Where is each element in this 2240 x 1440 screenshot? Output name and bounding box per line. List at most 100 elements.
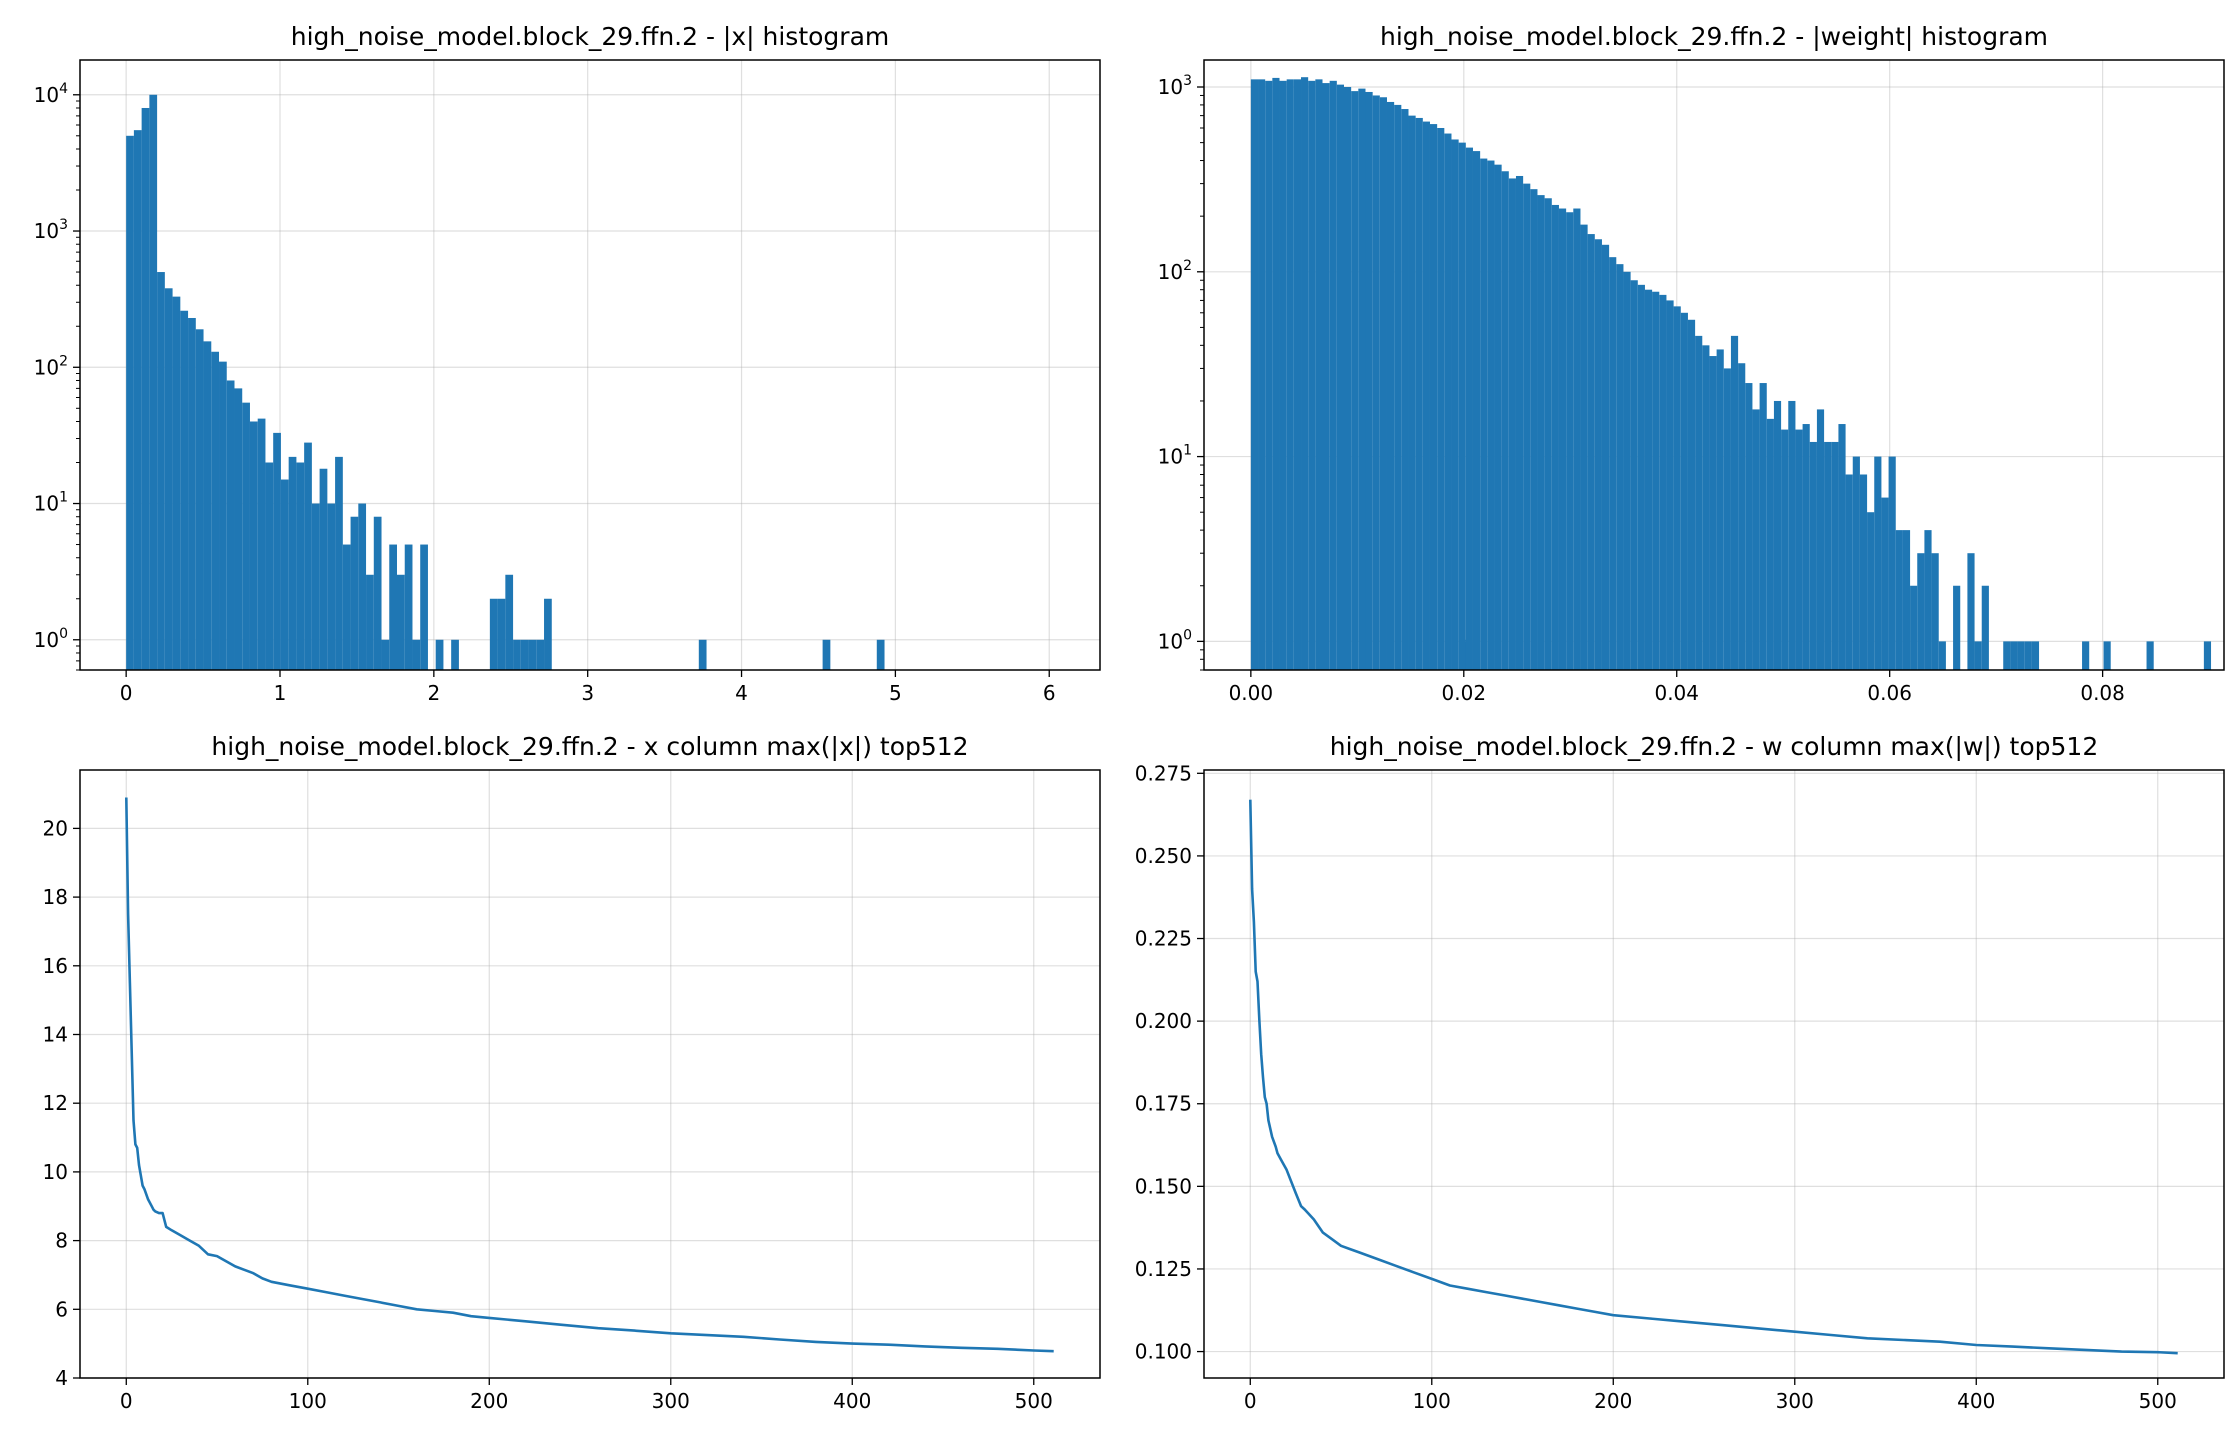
histogram-bar [149,94,158,670]
histogram-bar [273,432,281,670]
histogram-bar [1386,101,1395,671]
histogram-bar [288,456,297,670]
histogram-bar [1594,239,1602,670]
histogram-bar [1910,585,1918,670]
histogram-bar [1537,195,1545,671]
x-tick-label: 0.06 [1867,681,1912,705]
plot-frame [1203,59,2225,671]
histogram-bar [1301,77,1309,671]
plot-frame [79,59,1101,671]
y-axis-ticks: 4 6 8 10 12 14 16 18 20 [43,816,80,1390]
histogram-bar [876,639,885,670]
x-tick-label: 300 [1776,1389,1814,1413]
histogram-bar [1587,234,1595,670]
histogram-bar [698,639,707,670]
histogram-bar [513,639,521,670]
x-tick-label: 5 [889,681,902,705]
histogram-bar [1365,91,1373,670]
series-line [1249,799,2178,1355]
histogram-bar [1652,291,1660,670]
histogram-bar [1766,418,1774,670]
x-axis-ticks: 0 100 200 300 400 500 [1244,1378,2177,1413]
y-tick-label: 0.175 [1135,1092,1192,1116]
y-tick-label: 0.150 [1135,1174,1192,1198]
y-tick-label: 103 [34,217,68,243]
histogram-bar [1480,158,1488,670]
y-tick-label: 101 [1158,443,1192,469]
histogram-bar [1666,300,1674,670]
x-tick-label: 500 [2139,1389,2177,1413]
histogram-bar [1523,183,1531,671]
histogram-bar [327,503,336,670]
y-tick-label: 102 [1158,258,1192,284]
x-tick-label: 0.08 [2080,681,2125,705]
histogram-bar [219,361,227,670]
y-tick-label: 0.200 [1135,1009,1192,1033]
series-marks [1249,799,2178,1355]
histogram-bar [822,639,831,670]
histogram-bar [1924,530,1932,670]
histogram-bar [1372,95,1380,670]
y-tick-label: 4 [55,1366,68,1390]
histogram-bar [249,421,258,670]
x-abs-histogram-panel: high_noise_model.block_29.ffn.2 - |x| hi… [34,22,1473,705]
series-marks [126,94,1473,671]
histogram-bar [1322,83,1330,671]
histogram-bar [412,639,421,670]
histogram-bar [1874,456,1882,670]
histogram-bar [296,462,305,670]
histogram-bar [1465,147,1473,670]
x-tick-label: 0 [1244,1389,1257,1413]
w-column-max-line-panel: high_noise_model.block_29.ffn.2 - w colu… [1135,732,2225,1413]
histogram-bar [1272,77,1280,670]
histogram-bar [319,468,328,670]
grid [80,770,1100,1379]
series-marks [1250,77,2212,671]
histogram-bar [304,442,312,670]
histogram-bar [234,388,243,670]
histogram-bar [1974,641,1982,670]
histogram-bar [1515,175,1524,671]
histogram-bar [1867,512,1875,670]
histogram-bar [172,296,181,670]
histogram-bar [1422,121,1430,670]
histogram-bar [2031,641,2040,670]
histogram-bar [1888,456,1896,670]
histogram-bar [1401,109,1409,671]
x-tick-label: 1 [274,681,287,705]
y-tick-exponent: 2 [1183,258,1192,274]
histogram-bar [195,329,204,670]
histogram-bar [2010,641,2018,670]
x-axis-ticks: 0 100 200 300 400 500 [120,1378,1053,1413]
histogram-bar [1343,87,1352,671]
histogram-bar [1530,189,1538,670]
histogram-bar [1788,400,1796,670]
y-tick-exponent: 4 [59,81,68,97]
histogram-bar [1437,127,1445,671]
histogram-bar [1859,474,1868,670]
histogram-bar [1730,335,1739,670]
y-tick-label: 100 [34,626,68,652]
histogram-bar [180,310,189,670]
histogram-bar [1394,104,1402,670]
plot-frame [79,769,1101,1379]
y-tick-exponent: 0 [1183,627,1192,643]
series-marks [125,797,1054,1353]
histogram-bar [1472,151,1481,671]
histogram-bar [311,503,320,670]
histogram-bar [157,272,165,670]
histogram-bar [1286,79,1294,671]
histogram-bar [1981,585,1989,670]
y-tick-label: 101 [34,490,68,516]
x-tick-label: 400 [1957,1389,1995,1413]
y-tick-exponent: 1 [59,490,68,506]
histogram-bar [1408,115,1416,671]
x-axis-ticks: 0 1 2 3 4 5 6 [120,670,1056,705]
chart-title: high_noise_model.block_29.ffn.2 - |weigh… [1380,22,2048,51]
histogram-bar [381,639,390,670]
y-tick-exponent: 3 [1183,73,1192,89]
y-tick-base: 10 [34,492,59,516]
histogram-bar [1358,88,1366,671]
histogram-bar [520,639,529,670]
